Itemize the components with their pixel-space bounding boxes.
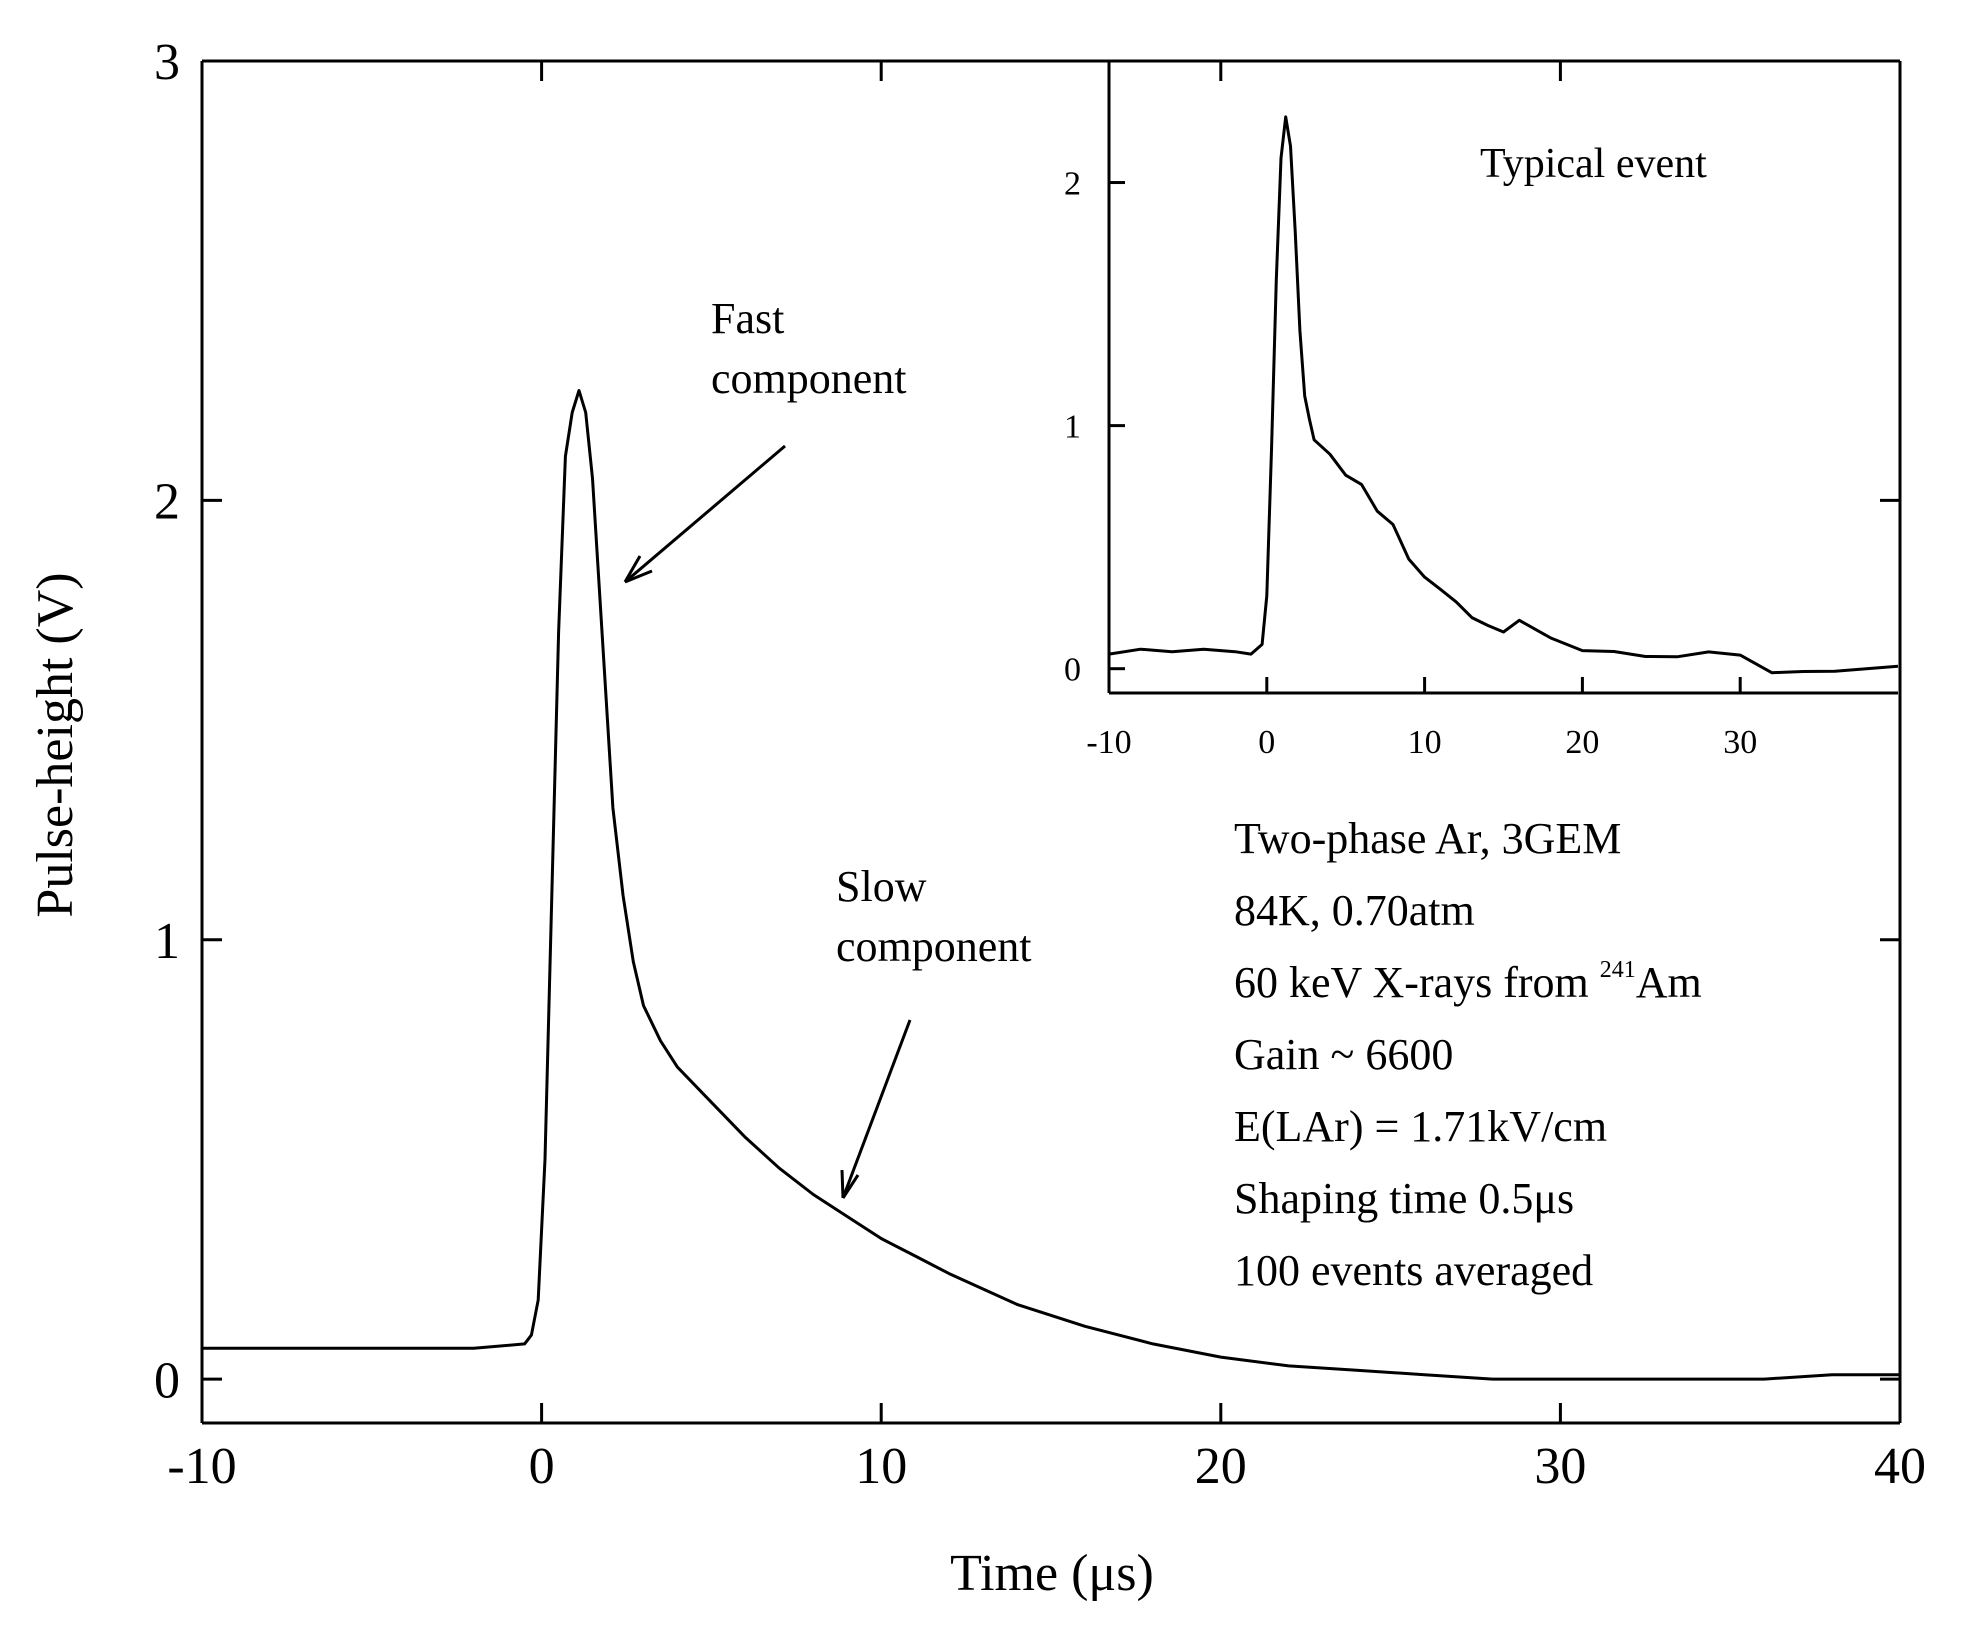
- main-x-tick-label: 30: [1534, 1438, 1586, 1495]
- main-x-tick-label: 0: [529, 1438, 555, 1495]
- main-x-tick-label: 10: [855, 1438, 907, 1495]
- slow-label-line2: component: [836, 922, 1032, 971]
- main-y-tick-label: 2: [154, 474, 180, 531]
- main-x-tick-label: 20: [1195, 1438, 1247, 1495]
- isotope-symbol: Am: [1636, 958, 1702, 1007]
- info-text-block: Two-phase Ar, 3GEM 84K, 0.70atm 60 keV X…: [1234, 814, 1702, 1295]
- inset-title: Typical event: [1480, 141, 1707, 187]
- slow-component-label: Slow component: [836, 862, 1032, 971]
- main-x-tick-label: -10: [167, 1438, 236, 1495]
- main-y-tick-label: 0: [154, 1352, 180, 1409]
- info-line-1: Two-phase Ar, 3GEM: [1234, 814, 1621, 863]
- inset-x-tick-label: 0: [1258, 724, 1275, 761]
- info-line-7: 100 events averaged: [1234, 1246, 1593, 1295]
- x-axis-label: Time (μs): [950, 1545, 1154, 1602]
- fast-label-line2: component: [711, 354, 907, 403]
- main-y-tick-label: 3: [154, 34, 180, 91]
- slow-component-arrow: [840, 1019, 912, 1199]
- info-line-3-text: 60 keV X-rays from: [1234, 958, 1600, 1007]
- inset-x-tick-label: 20: [1565, 724, 1599, 761]
- fast-label-line1: Fast: [711, 294, 784, 343]
- inset-y-tick-label: 2: [1064, 165, 1081, 202]
- inset-series-line: [1108, 115, 1899, 675]
- info-line-2: 84K, 0.70atm: [1234, 886, 1475, 935]
- inset-x-tick-label: 10: [1408, 724, 1442, 761]
- inset-y-tick-label: 0: [1064, 652, 1081, 689]
- info-line-6: Shaping time 0.5μs: [1234, 1174, 1574, 1223]
- info-line-4: Gain ~ 6600: [1234, 1030, 1453, 1079]
- slow-label-line1: Slow: [836, 862, 927, 911]
- info-line-5: E(LAr) = 1.71kV/cm: [1234, 1102, 1607, 1151]
- info-line-3: 60 keV X-rays from 241Am: [1234, 957, 1702, 1007]
- y-axis-label: Pulse-height (V): [27, 572, 84, 917]
- inset-y-tick-label: 1: [1064, 409, 1081, 446]
- main-y-tick-label: 1: [154, 913, 180, 970]
- main-series-line: [202, 389, 1900, 1381]
- fast-component-arrow: [623, 444, 786, 584]
- fast-component-label: Fast component: [711, 294, 907, 403]
- main-x-tick-label: 40: [1874, 1438, 1926, 1495]
- inset-x-tick-label: 30: [1723, 724, 1757, 761]
- isotope-superscript: 241: [1600, 957, 1636, 983]
- inset-x-tick-label: -10: [1086, 724, 1131, 761]
